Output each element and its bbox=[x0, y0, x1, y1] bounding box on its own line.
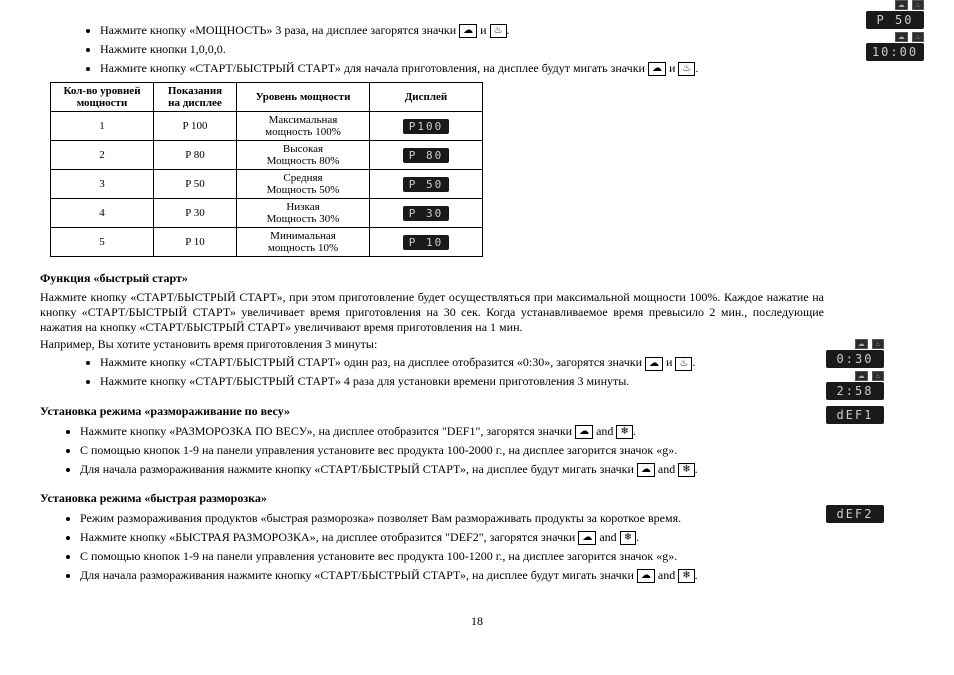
wave-icon: ☁ bbox=[645, 357, 663, 371]
lcd-side: 10:00 bbox=[866, 43, 924, 61]
bullet-item: Нажмите кнопку «СТАРТ/БЫСТРЫЙ СТАРТ» для… bbox=[100, 60, 824, 77]
th-lcd: Дисплей bbox=[370, 83, 483, 112]
snow-icon: ❄ bbox=[678, 463, 694, 477]
defrost-weight-title: Установка режима «размораживание по весу… bbox=[40, 404, 914, 419]
bullet-item: Нажмите кнопку «БЫСТРАЯ РАЗМОРОЗКА», на … bbox=[80, 529, 824, 546]
snow-icon: ❄ bbox=[620, 531, 636, 545]
defw-bullets: Нажмите кнопку «РАЗМОРОЗКА ПО ВЕСУ», на … bbox=[40, 423, 914, 477]
bullet-item: Нажмите кнопку «РАЗМОРОЗКА ПО ВЕСУ», на … bbox=[80, 423, 824, 440]
th-levels: Кол-во уровней мощности bbox=[51, 83, 154, 112]
bullet-text: Нажмите кнопку «МОЩНОСТЬ» 3 раза, на дис… bbox=[100, 23, 459, 37]
bullet-item: Для начала размораживания нажмите кнопку… bbox=[80, 567, 824, 584]
snow-icon: ❄ bbox=[616, 425, 632, 439]
bullet-item: Для начала размораживания нажмите кнопку… bbox=[80, 461, 824, 478]
lcd-side: dEF2 bbox=[826, 505, 884, 523]
wave-icon: ☁ bbox=[575, 425, 593, 439]
quick-start-example: Например, Вы хотите установить время при… bbox=[40, 337, 914, 352]
table-row: 2P 80ВысокаяМощность 80%P 80 bbox=[51, 141, 483, 170]
lcd-side: 2:58 bbox=[826, 382, 884, 400]
heat-icon: ♨ bbox=[678, 62, 695, 76]
lcd-side: 0:30 bbox=[826, 350, 884, 368]
side-lcd-group-1: ☁♨ P 50 ☁♨ 10:00 bbox=[866, 0, 924, 64]
bullet-item: Нажмите кнопки 1,0,0,0. bbox=[100, 41, 824, 58]
bullet-item: Нажмите кнопку «СТАРТ/БЫСТРЫЙ СТАРТ» оди… bbox=[100, 354, 824, 371]
th-display: Показания на дисплее bbox=[154, 83, 237, 112]
snow-icon: ❄ bbox=[678, 569, 694, 583]
bullet-item: С помощью кнопок 1-9 на панели управлени… bbox=[80, 548, 824, 565]
table-row: 1P 100Максимальнаямощность 100%P100 bbox=[51, 112, 483, 141]
heat-icon: ♨ bbox=[490, 24, 507, 38]
heat-icon: ♨ bbox=[675, 357, 692, 371]
lcd-cell: P 50 bbox=[403, 177, 449, 192]
table-row: 5P 10Минимальнаямощность 10%P 10 bbox=[51, 228, 483, 257]
lcd-cell: P 30 bbox=[403, 206, 449, 221]
lcd-cell: P 10 bbox=[403, 235, 449, 250]
bullet-item: Нажмите кнопку «МОЩНОСТЬ» 3 раза, на дис… bbox=[100, 22, 824, 39]
quick-bullets: Нажмите кнопку «СТАРТ/БЫСТРЫЙ СТАРТ» оди… bbox=[40, 354, 914, 390]
wave-icon: ☁ bbox=[459, 24, 477, 38]
quick-start-para: Нажмите кнопку «СТАРТ/БЫСТРЫЙ СТАРТ», пр… bbox=[40, 290, 914, 335]
table-row: 3P 50СредняяМощность 50%P 50 bbox=[51, 170, 483, 199]
lcd-side: dEF1 bbox=[826, 406, 884, 424]
defrost-fast-title: Установка режима «быстрая разморозка» bbox=[40, 491, 914, 506]
wave-icon: ☁ bbox=[648, 62, 666, 76]
power-table: Кол-во уровней мощности Показания на дис… bbox=[50, 82, 483, 257]
table-row: 4P 30НизкаяМощность 30%P 30 bbox=[51, 199, 483, 228]
side-lcd-group-2: ☁♨ 0:30 ☁♨ 2:58 dEF1 bbox=[826, 339, 884, 427]
top-bullets: Нажмите кнопку «МОЩНОСТЬ» 3 раза, на дис… bbox=[40, 22, 914, 76]
lcd-cell: P100 bbox=[403, 119, 449, 134]
bullet-item: Режим размораживания продуктов «быстрая … bbox=[80, 510, 824, 527]
wave-icon: ☁ bbox=[637, 463, 655, 477]
quick-start-title: Функция «быстрый старт» bbox=[40, 271, 914, 286]
bullet-item: С помощью кнопок 1-9 на панели управлени… bbox=[80, 442, 824, 459]
wave-icon: ☁ bbox=[637, 569, 655, 583]
lcd-cell: P 80 bbox=[403, 148, 449, 163]
wave-icon: ☁ bbox=[578, 531, 596, 545]
deff-bullets: Режим размораживания продуктов «быстрая … bbox=[40, 510, 914, 583]
th-power: Уровень мощности bbox=[237, 83, 370, 112]
side-lcd-group-3: dEF2 bbox=[826, 505, 884, 526]
bullet-text: Нажмите кнопку «СТАРТ/БЫСТРЫЙ СТАРТ» для… bbox=[100, 61, 648, 75]
lcd-side: P 50 bbox=[866, 11, 924, 29]
page-number: 18 bbox=[40, 614, 914, 629]
bullet-item: Нажмите кнопку «СТАРТ/БЫСТРЫЙ СТАРТ» 4 р… bbox=[100, 373, 824, 390]
